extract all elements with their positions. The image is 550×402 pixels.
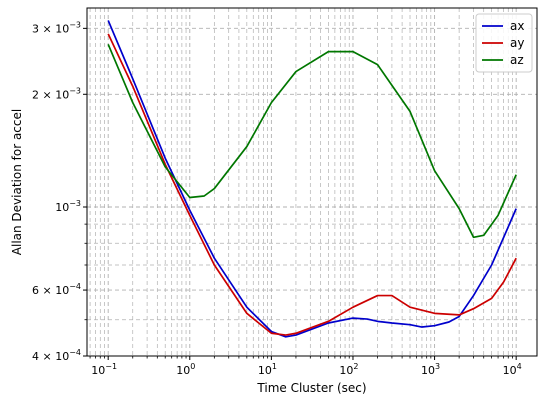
series-line-ay xyxy=(107,33,517,336)
y-tick-label: 6 × 10−4 xyxy=(32,282,81,297)
y-tick-label: 10−3 xyxy=(55,199,81,214)
y-tick-label: 4 × 10−4 xyxy=(32,348,81,363)
grid xyxy=(87,8,537,357)
legend-label-ax: ax xyxy=(510,19,524,33)
axis-ticks: 10−1 100 101 102 103 104 3 × 10−3 2 × 10−3 10−3 6… xyxy=(32,20,522,377)
legend: ax ay az xyxy=(475,13,533,73)
y-tick-label: 3 × 10−3 xyxy=(32,20,81,35)
legend-label-ay: ay xyxy=(510,36,524,50)
series-line-az xyxy=(107,43,517,239)
legend-box xyxy=(475,13,533,73)
x-tick-label: 10−1 xyxy=(91,362,117,377)
series-lines xyxy=(107,20,517,338)
plot-frame xyxy=(86,7,538,357)
x-axis-title: Time Cluster (sec) xyxy=(256,381,366,395)
y-tick-label: 2 × 10−3 xyxy=(32,86,81,101)
x-tick-label: 102 xyxy=(339,362,358,377)
series-line-ax xyxy=(107,20,517,338)
legend-label-az: az xyxy=(510,53,524,67)
x-tick-label: 104 xyxy=(503,362,522,377)
x-tick-label: 103 xyxy=(421,362,440,377)
x-tick-label: 100 xyxy=(176,362,195,377)
y-axis-title: Allan Deviation for accel xyxy=(10,109,24,255)
x-tick-label: 101 xyxy=(258,362,277,377)
